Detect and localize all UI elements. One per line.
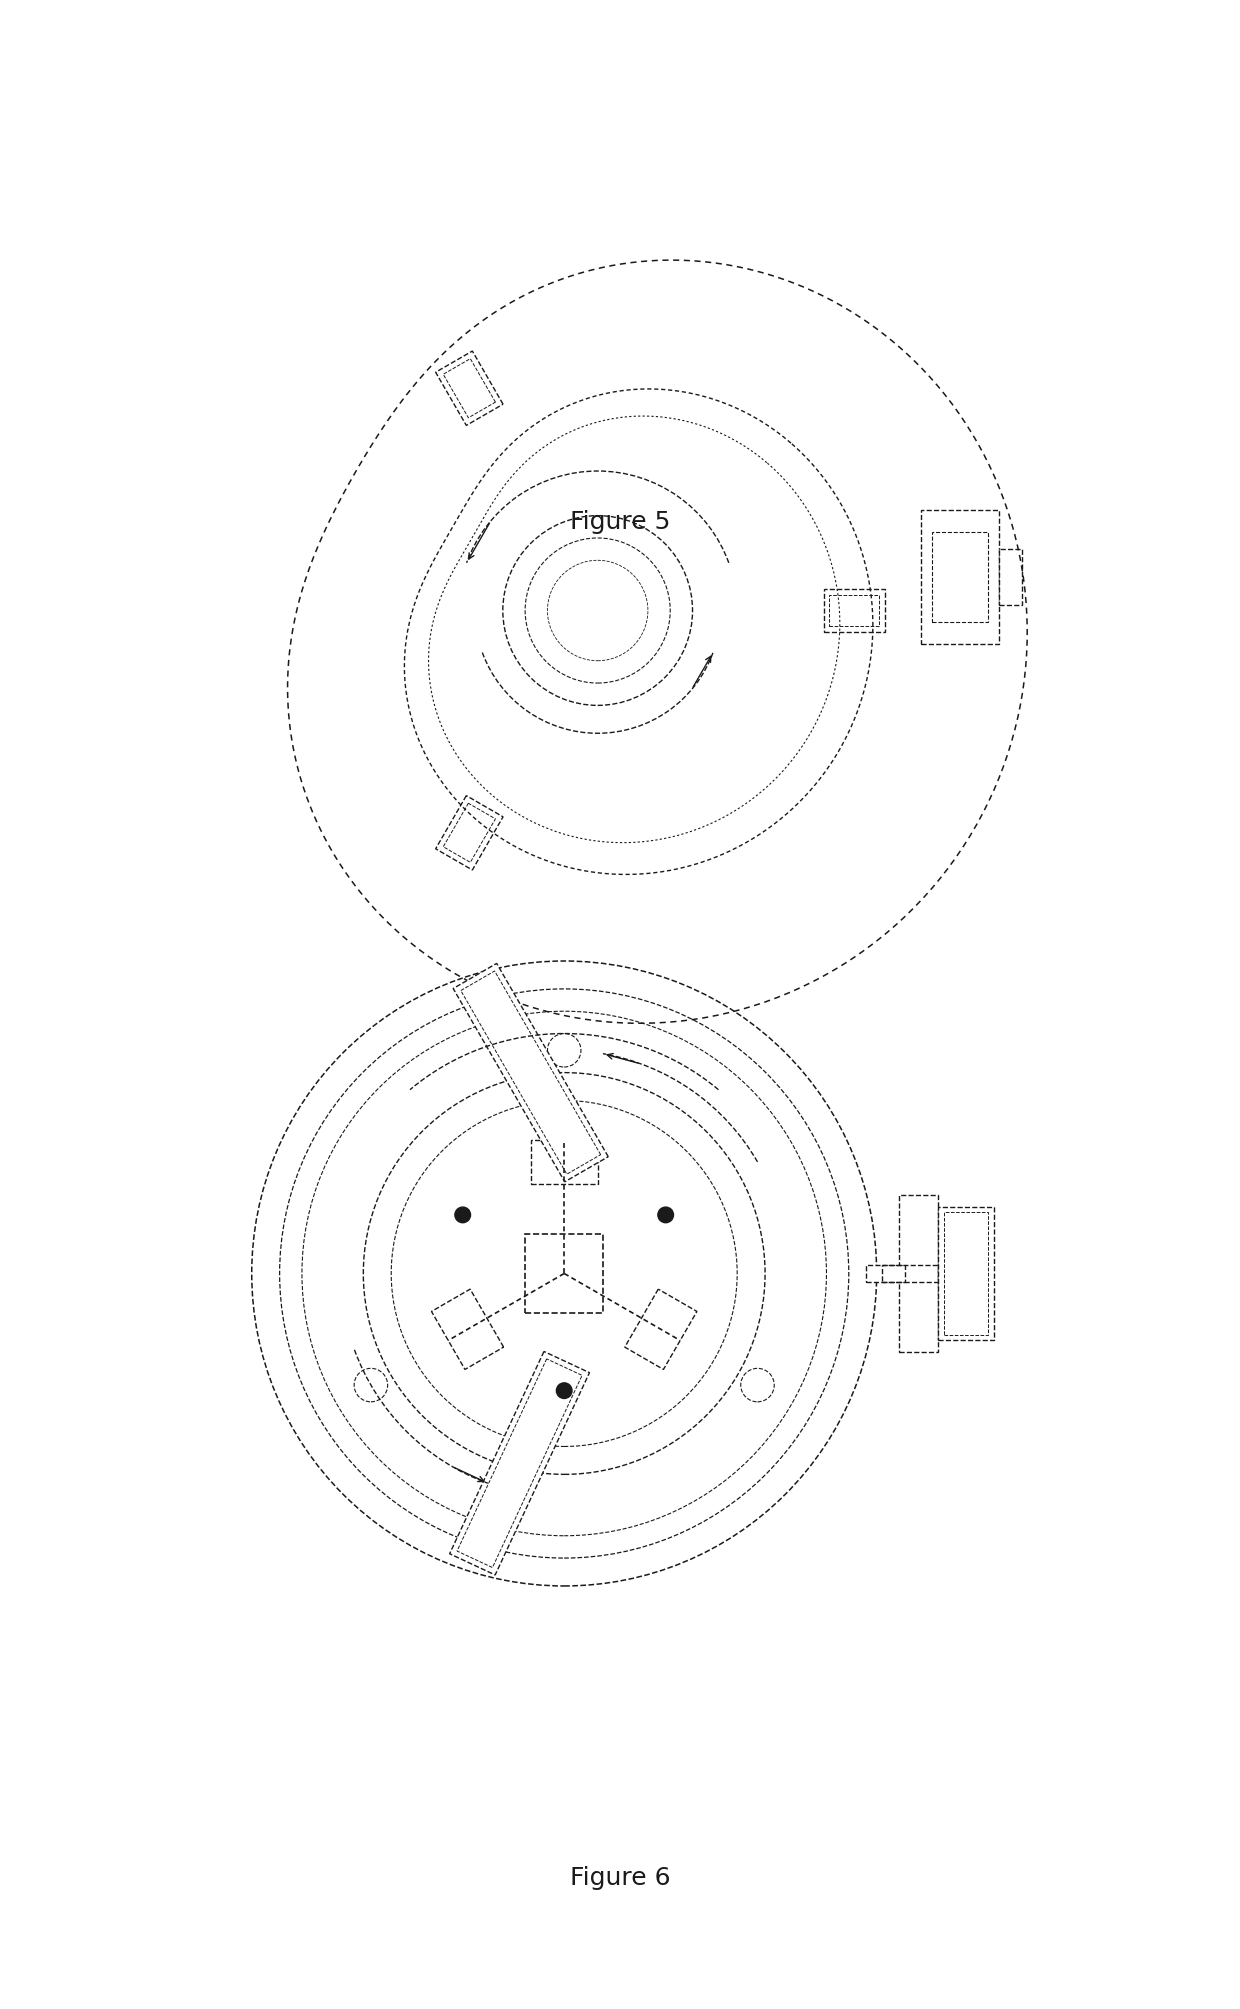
Bar [899, 1195, 939, 1352]
Bar [944, 1211, 988, 1334]
Bar [461, 970, 600, 1173]
Bar [823, 589, 885, 631]
Bar [932, 532, 988, 621]
Bar [999, 548, 1022, 605]
Bar [453, 964, 609, 1181]
Circle shape [455, 1207, 470, 1223]
Bar [458, 1358, 582, 1567]
Text: Figure 6: Figure 6 [569, 1866, 671, 1890]
Bar [939, 1207, 994, 1340]
Bar [866, 1264, 905, 1282]
Circle shape [557, 1382, 572, 1398]
Circle shape [658, 1207, 673, 1223]
Bar [432, 1290, 503, 1370]
Bar [531, 1139, 598, 1183]
Bar [443, 804, 496, 862]
Bar [883, 1264, 937, 1282]
Bar [625, 1290, 697, 1370]
Text: Figure 5: Figure 5 [570, 510, 670, 534]
Bar [435, 796, 503, 870]
Bar [435, 352, 503, 426]
Bar [443, 360, 496, 418]
Bar [450, 1352, 589, 1575]
Bar [921, 510, 999, 645]
Bar [526, 1234, 604, 1312]
Bar [830, 595, 879, 627]
